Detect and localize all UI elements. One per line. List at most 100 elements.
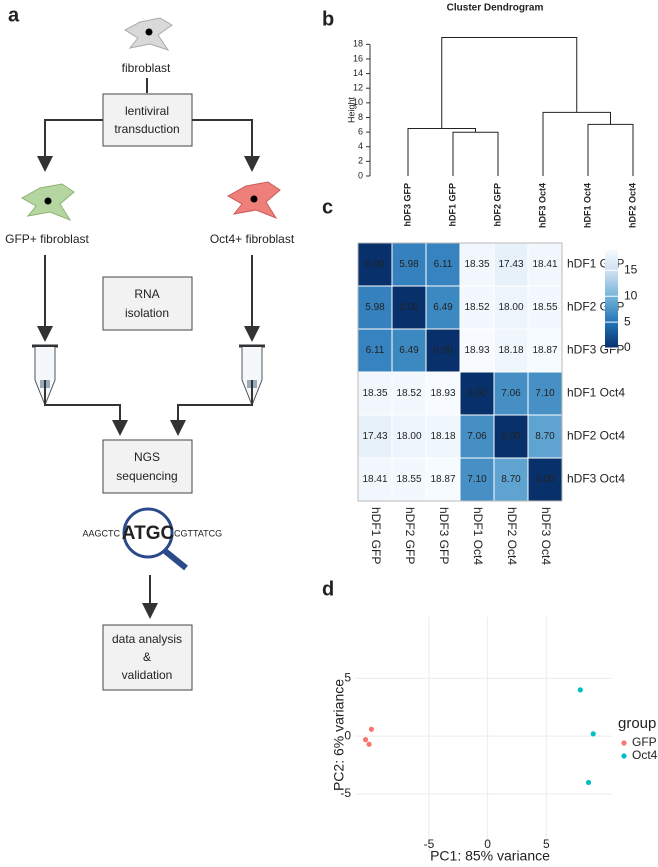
y-tick-label: 0	[344, 728, 351, 742]
heatmap-cell	[425, 371, 461, 416]
heatmap-cell	[527, 457, 563, 502]
column-label: hDF3 GFP	[437, 507, 451, 564]
y-tick-label: 2	[358, 156, 363, 166]
step-label: validation	[122, 668, 173, 682]
leaf-label: hDF2 GFP	[492, 183, 502, 227]
legend-label: Oct4	[632, 748, 658, 762]
y-axis-label: Height	[346, 96, 356, 123]
y-tick-label: -5	[340, 786, 351, 800]
legend-swatch	[621, 740, 627, 746]
cell-label: 18.00	[396, 431, 421, 442]
cell-label: 0.00	[365, 259, 385, 270]
colorbar-label: 15	[624, 263, 638, 277]
dendrogram-link	[441, 37, 578, 129]
cell-label: 18.93	[430, 388, 455, 399]
cell-label: 17.43	[362, 431, 387, 442]
heatmap-cell	[391, 285, 427, 330]
cell-label: 18.87	[532, 345, 557, 356]
step-label: RNA	[134, 287, 159, 301]
cell-label: 5.98	[365, 302, 385, 313]
cell-label: 6.49	[433, 302, 453, 313]
nucleus	[44, 197, 52, 205]
heatmap-cell	[527, 414, 563, 459]
cell-label: 7.06	[467, 431, 487, 442]
y-tick-label: 12	[353, 83, 363, 93]
heatmap-cell	[527, 285, 563, 330]
leaf-label: hDF1 Oct4	[582, 183, 592, 228]
heatmap-cell	[459, 457, 495, 502]
heatmap-cell	[425, 285, 461, 330]
x-tick-label: -5	[424, 837, 435, 851]
cell-label: 18.18	[498, 345, 523, 356]
panel-label: d	[322, 578, 334, 600]
dendrogram-link	[407, 128, 476, 176]
cell-label: 0.00	[399, 302, 419, 313]
cell-label: 18.87	[430, 474, 455, 485]
magnifier-icon	[122, 507, 174, 559]
heatmap-cell	[391, 457, 427, 502]
y-tick-label: 18	[353, 39, 363, 49]
cell-label: 6.49	[399, 345, 419, 356]
column-label: hDF2 Oct4	[505, 507, 519, 565]
sequence-text: CGTTATCG	[174, 528, 222, 538]
heatmap-cell	[357, 328, 393, 373]
heatmap-cell	[391, 328, 427, 373]
point	[590, 731, 596, 737]
step-label: data analysis	[112, 632, 182, 646]
chart-title: Cluster Dendrogram	[447, 3, 544, 14]
magnifier-handle	[163, 548, 188, 571]
panel-label: a	[8, 4, 20, 26]
legend-label: GFP	[632, 735, 657, 749]
step-label: transduction	[114, 122, 179, 136]
legend-swatch	[621, 753, 627, 759]
x-axis-label: PC1: 85% variance	[430, 848, 550, 864]
heatmap-cell	[493, 328, 529, 373]
y-axis-label: PC2: 6% variance	[331, 679, 347, 791]
cell-label: 6.11	[434, 259, 453, 270]
point	[577, 687, 583, 693]
node-label: Oct4+ fibroblast	[210, 232, 295, 246]
arrow	[170, 380, 253, 436]
column-label: hDF2 GFP	[403, 507, 417, 564]
y-tick-label: 14	[353, 68, 363, 78]
arrow	[44, 380, 128, 436]
step-box	[102, 93, 193, 147]
row-label: hDF1 Oct4	[567, 386, 625, 400]
heatmap-cell	[391, 371, 427, 416]
cell-label: 18.35	[464, 259, 489, 270]
dendrogram-link	[587, 123, 634, 176]
cell-label: 7.10	[467, 474, 487, 485]
x-tick-label: 5	[543, 837, 550, 851]
cell-label: 18.55	[396, 474, 421, 485]
heatmap-cell	[459, 371, 495, 416]
column-label: hDF1 Oct4	[471, 507, 485, 565]
panel-label: c	[322, 196, 333, 218]
y-tick-label: 5	[344, 670, 351, 684]
heatmap-cell	[527, 242, 563, 287]
cell-label: 18.52	[464, 302, 489, 313]
point	[366, 741, 372, 747]
y-tick-label: 8	[358, 112, 363, 122]
colorbar-label: 5	[624, 314, 631, 328]
leaf-label: hDF3 GFP	[402, 183, 412, 227]
cell-label: 0.00	[501, 431, 521, 442]
column-label: hDF3 Oct4	[539, 507, 553, 565]
cell-label: 18.18	[430, 431, 455, 442]
nucleus	[250, 195, 258, 203]
cell-label: 6.11	[366, 345, 385, 356]
node-label: fibroblast	[122, 61, 171, 75]
colorbar-label: 0	[624, 340, 631, 354]
cell-label: 18.41	[532, 259, 557, 270]
cell-label: 0.00	[535, 474, 555, 485]
cell-label: 18.00	[498, 302, 523, 313]
arrow	[37, 119, 103, 172]
cell-label: 7.10	[535, 388, 555, 399]
panel-label: b	[322, 8, 334, 30]
cell-label: 7.06	[501, 388, 521, 399]
heatmap-border	[357, 242, 563, 502]
heatmap-cell	[425, 328, 461, 373]
cell-label: 18.55	[532, 302, 557, 313]
y-tick-label: 16	[353, 53, 363, 63]
cell-label: 18.35	[362, 388, 387, 399]
cell-label: 18.93	[464, 345, 489, 356]
